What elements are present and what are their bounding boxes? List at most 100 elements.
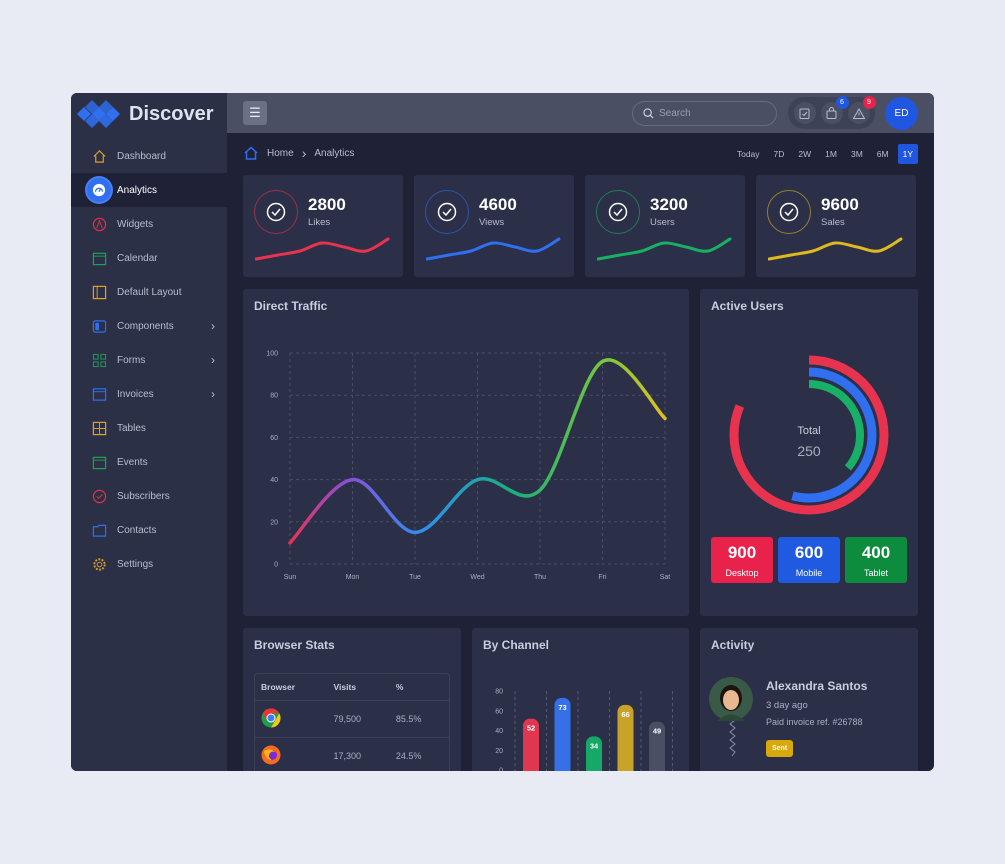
sidebar-item-forms[interactable]: Forms ›	[71, 343, 227, 377]
card-title: Direct Traffic	[254, 299, 328, 313]
toggle-icon	[91, 318, 107, 334]
sidebar-item-label: Analytics	[117, 184, 158, 196]
col-visits: Visits	[327, 674, 390, 701]
search-input[interactable]	[659, 108, 769, 119]
stat-card-sales: 9600 Sales	[756, 175, 916, 277]
range-tab-3m[interactable]: 3M	[850, 149, 863, 159]
folder-icon	[91, 522, 107, 538]
user-avatar[interactable]: ED	[885, 97, 918, 130]
cart-badge: 6	[835, 96, 849, 109]
sidebar-item-label: Events	[117, 456, 148, 468]
activity-card: Activity Alexandra Santos 3 day ago Paid…	[700, 628, 918, 771]
logo[interactable]: Discover	[71, 93, 227, 135]
stat-value: 4600	[479, 195, 517, 214]
device-tile-mobile: 600 Mobile	[778, 537, 840, 583]
home-icon[interactable]	[243, 146, 259, 160]
sidebar-item-label: Dashboard	[117, 150, 166, 162]
topbar: ☰ 6 9 ED	[227, 93, 934, 133]
by-channel-card: By Channel 0 20 40 60 80 52 73 34 66 49	[472, 628, 689, 771]
activity-time: 3 day ago	[766, 700, 808, 711]
main-content: Home › Analytics Today 7D 2W 1M 3M 6M 1Y 2800 L…	[227, 133, 934, 771]
traffic-line	[288, 358, 667, 545]
sidebar-item-events[interactable]: Events	[71, 445, 227, 479]
pct-cell: 24.5%	[390, 738, 449, 771]
sidebar-item-tables[interactable]: Tables	[71, 411, 227, 445]
activity-avatar	[709, 677, 753, 757]
device-value: 400	[861, 543, 891, 562]
sidebar-item-label: Invoices	[117, 388, 154, 400]
sidebar-item-invoices[interactable]: Invoices ›	[71, 377, 227, 411]
brand-name: Discover	[129, 102, 214, 125]
pct-cell: 85.5%	[389, 701, 449, 738]
sidebar-item-analytics[interactable]: Analytics	[71, 173, 227, 207]
sidebar-item-default-layout[interactable]: Default Layout	[71, 275, 227, 309]
sidebar-item-label: Contacts	[117, 524, 157, 536]
check-circle-icon	[767, 190, 811, 234]
stat-label: Views	[479, 217, 505, 228]
warning-icon	[852, 107, 865, 119]
y-tick-label: 80	[495, 689, 503, 696]
breadcrumb: Home › Analytics	[243, 145, 354, 161]
sidebar-item-settings[interactable]: Settings	[71, 547, 227, 581]
sparkline	[768, 237, 903, 261]
x-tick-label: Fri	[598, 574, 607, 581]
sidebar-item-calendar[interactable]: Calendar	[71, 241, 227, 275]
range-tab-7d[interactable]: 7D	[773, 149, 785, 159]
activity-text: Paid invoice ref. #26788	[766, 717, 863, 727]
visits-cell: 17,300	[328, 738, 390, 771]
sidebar-item-contacts[interactable]: Contacts	[71, 513, 227, 547]
sidebar-item-widgets[interactable]: Widgets	[71, 207, 227, 241]
active-users-radial-chart: Total 250	[729, 355, 889, 515]
sidebar-item-subscribers[interactable]: Subscribers	[71, 479, 227, 513]
card-title: Active Users	[711, 299, 784, 313]
x-tick-label: Sat	[660, 574, 671, 581]
sidebar-item-dashboard[interactable]: Dashboard	[71, 139, 227, 173]
menu-toggle-button[interactable]: ☰	[243, 101, 267, 125]
y-tick-label: 60	[495, 708, 503, 715]
range-tab-6m[interactable]: 6M	[876, 149, 889, 159]
cart-button[interactable]: 6	[820, 96, 849, 124]
y-tick-label: 100	[266, 351, 278, 358]
x-tick-label: Tue	[409, 574, 421, 581]
alerts-button[interactable]: 9	[847, 96, 876, 124]
traffic-chart: 0 20 40 60 80 100 Sun Mon Tue Wed Thu Fri Sat	[266, 351, 671, 582]
visits-cell: 79,500	[327, 701, 390, 738]
bar-value-label: 73	[558, 703, 566, 712]
total-label: Total	[797, 425, 820, 437]
breadcrumb-home[interactable]: Home	[267, 147, 294, 159]
tasks-button[interactable]	[793, 102, 816, 124]
y-tick-label: 40	[495, 728, 503, 735]
check-circle-icon	[425, 190, 469, 234]
bar-value-label: 66	[621, 710, 629, 719]
bag-icon	[826, 107, 837, 119]
breadcrumb-current: Analytics	[314, 147, 355, 159]
channel-bar	[649, 721, 665, 771]
device-value: 600	[794, 543, 824, 562]
range-tab-today[interactable]: Today	[736, 149, 760, 159]
stat-card-likes: 2800 Likes	[243, 175, 403, 277]
range-tab-2w[interactable]: 2W	[798, 149, 812, 159]
range-tab-1m[interactable]: 1M	[825, 149, 837, 159]
sidebar-item-components[interactable]: Components ›	[71, 309, 227, 343]
sidebar-item-label: Forms	[117, 354, 146, 366]
range-tab-1y[interactable]: 1Y	[897, 144, 918, 164]
gear-icon	[91, 556, 107, 572]
radial-arc-mobile	[741, 367, 877, 503]
chevron-right-icon: ›	[211, 353, 215, 367]
y-tick-label: 20	[495, 748, 503, 755]
sidebar-nav: Dashboard Analytics Widgets Calendar Default…	[71, 139, 227, 581]
active-users-card: Active Users Total 250 900 Desktop 600 Mobi…	[700, 289, 918, 616]
chevron-right-icon: ›	[301, 145, 307, 161]
check-circle-icon	[254, 190, 298, 234]
logo-icon	[77, 100, 120, 128]
app-window: Discover Dashboard Analytics Widgets Calend…	[71, 93, 934, 771]
sidebar-item-label: Tables	[117, 422, 146, 434]
bar-value-label: 34	[590, 741, 599, 750]
layout-icon	[91, 284, 107, 300]
table-row: 17,300 24.5%	[255, 738, 449, 771]
sparkline	[597, 237, 732, 261]
x-tick-label: Mon	[346, 574, 360, 581]
bar-value-label: 49	[653, 727, 661, 736]
search-box[interactable]	[632, 101, 777, 126]
card-title: Browser Stats	[254, 638, 335, 652]
